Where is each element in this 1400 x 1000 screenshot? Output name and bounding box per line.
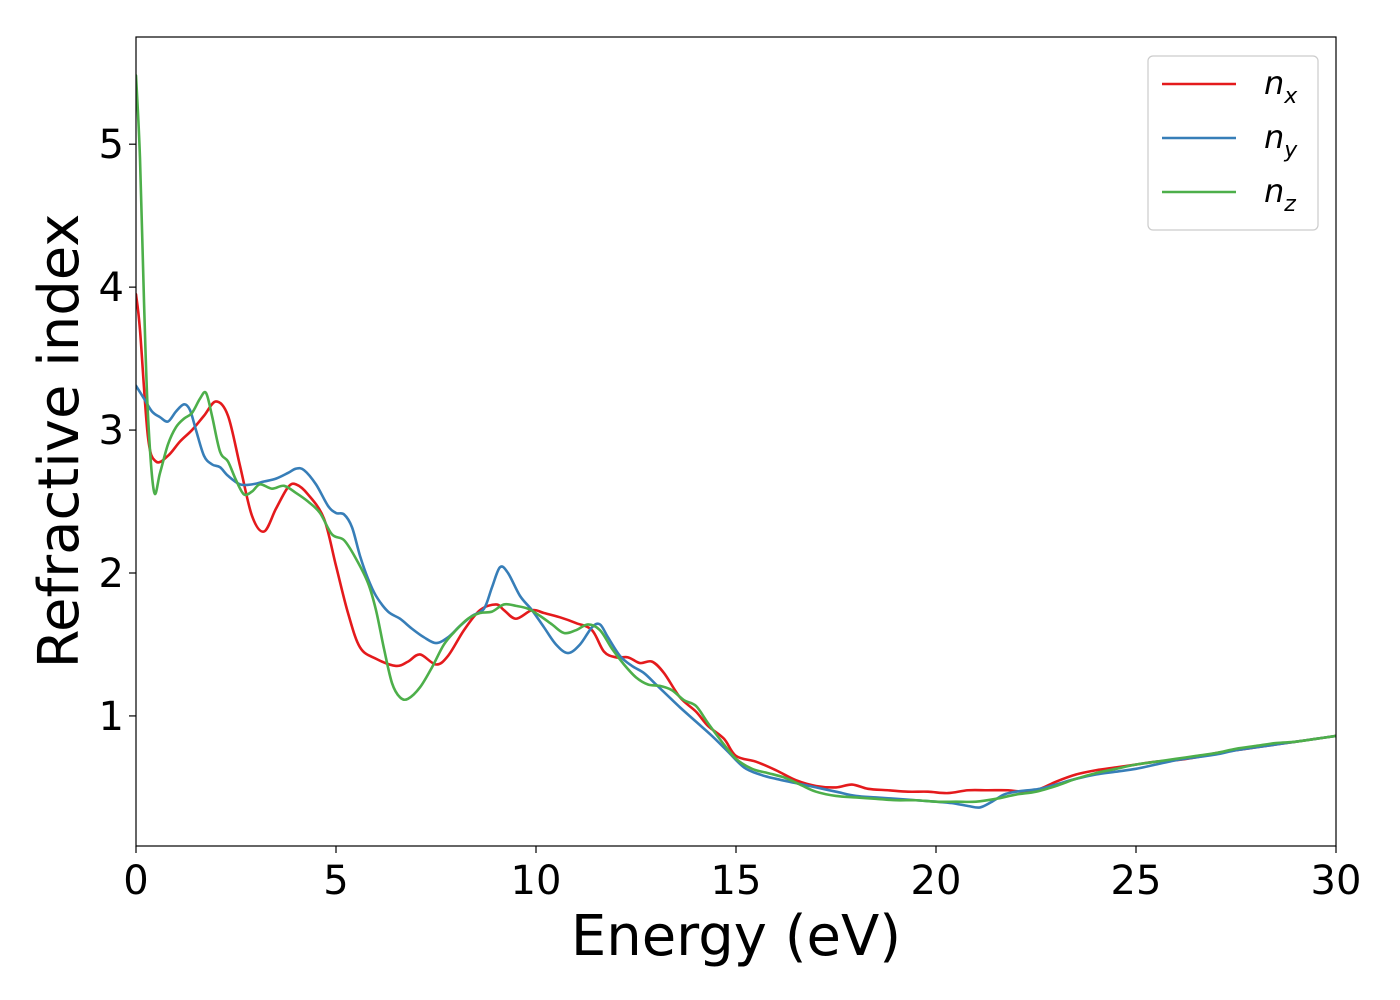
y-axis-label: Refractive index [27, 214, 92, 669]
x-tick-label: 20 [911, 858, 962, 904]
x-tick-label: 0 [123, 858, 148, 904]
legend-label-n-y: ny [1264, 118, 1298, 163]
legend-label-base: n [1264, 64, 1284, 102]
y-tick-label: 1 [99, 694, 124, 740]
legend-frame [1147, 55, 1319, 231]
x-tick-label: 30 [1311, 858, 1362, 904]
series-line-n-z [136, 74, 1336, 804]
series-layer [136, 74, 1336, 809]
x-axis-label: Energy (eV) [571, 904, 901, 969]
legend-label-subscript: z [1283, 192, 1296, 217]
x-tick-label: 25 [1111, 858, 1162, 904]
x-axis-ticks: 0 5 10 15 20 25 30 [123, 846, 1361, 904]
legend-label-n-x: nx [1264, 64, 1298, 109]
legend-label-subscript: y [1283, 138, 1298, 163]
y-tick-label: 2 [99, 551, 124, 597]
y-axis-ticks: 1 2 3 4 5 [99, 122, 136, 740]
x-tick-label: 5 [323, 858, 348, 904]
y-tick-label: 4 [99, 265, 124, 311]
legend-label-base: n [1264, 172, 1284, 210]
x-tick-label: 10 [511, 858, 562, 904]
series-line-n-x [136, 292, 1336, 795]
legend-label-n-z: nz [1264, 172, 1296, 217]
y-tick-label: 3 [99, 408, 124, 454]
x-tick-label: 15 [711, 858, 762, 904]
legend-label-base: n [1264, 118, 1284, 156]
y-tick-label: 5 [99, 122, 124, 168]
series-line-n-y [136, 384, 1336, 809]
legend-label-subscript: x [1283, 84, 1298, 109]
